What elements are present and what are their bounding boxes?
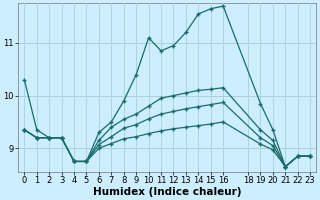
X-axis label: Humidex (Indice chaleur): Humidex (Indice chaleur) bbox=[93, 187, 242, 197]
